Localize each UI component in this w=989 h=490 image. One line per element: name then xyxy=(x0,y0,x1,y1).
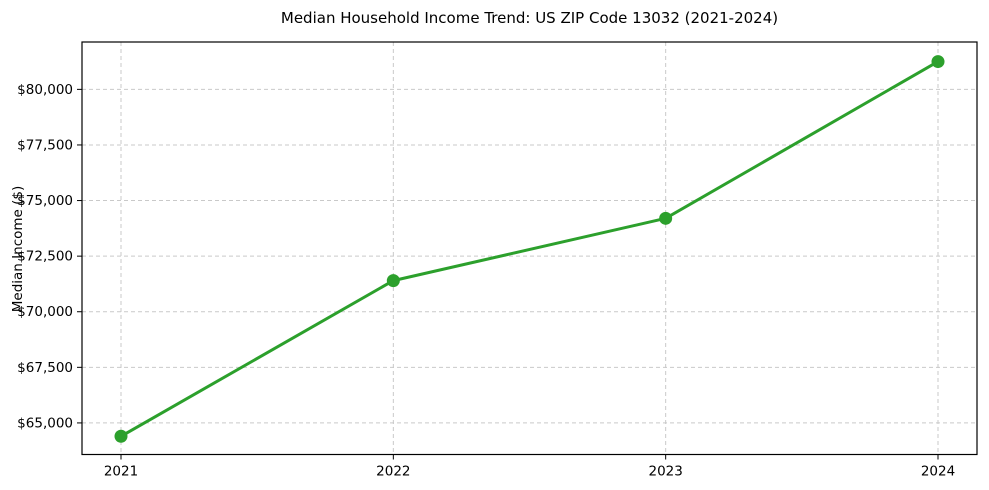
x-tick-label: 2023 xyxy=(648,464,682,480)
y-tick-label: $75,000 xyxy=(17,193,73,209)
x-tick-label: 2021 xyxy=(104,464,138,480)
trend-line xyxy=(119,60,940,438)
x-tick-label: 2022 xyxy=(376,464,410,480)
y-tick-label: $72,500 xyxy=(17,249,73,265)
y-tick-label: $65,000 xyxy=(17,415,73,431)
y-axis-label: Median Income ($) xyxy=(10,185,27,312)
y-tick-label: $70,000 xyxy=(17,304,73,320)
data-point-2023 xyxy=(659,211,673,225)
data-point-2024 xyxy=(931,55,945,69)
plot-frame xyxy=(81,41,978,456)
y-tick-label: $80,000 xyxy=(17,82,73,98)
x-tick-label: 2024 xyxy=(921,464,955,480)
y-tick-label: $77,500 xyxy=(17,137,73,153)
data-point-2021 xyxy=(114,429,128,443)
chart-title: Median Household Income Trend: US ZIP Co… xyxy=(280,9,779,27)
data-point-2022 xyxy=(386,274,400,288)
y-tick-label: $67,500 xyxy=(17,360,73,376)
y-axis-label-container: Median Income ($) xyxy=(8,42,28,455)
